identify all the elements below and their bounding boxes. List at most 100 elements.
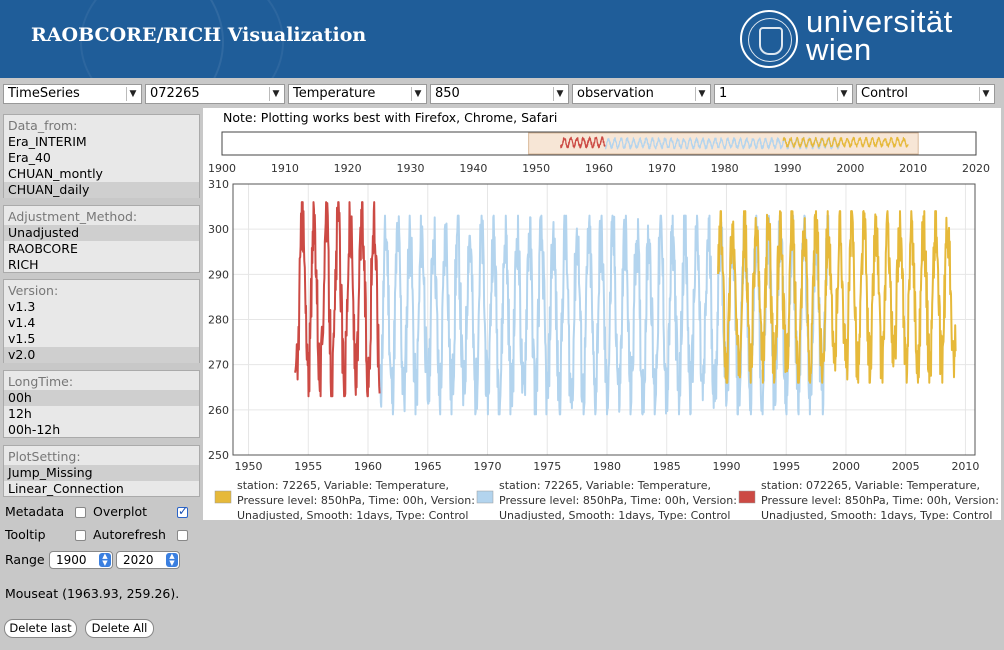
legend-entry: Unadjusted, Smooth: 1days, Type: Control xyxy=(237,509,468,520)
panel-title: Data_from: xyxy=(8,118,78,133)
overplot-checkbox[interactable] xyxy=(177,504,188,518)
x-tick-label: 1995 xyxy=(772,460,800,473)
pressure-level-select[interactable]: 850 ▼ xyxy=(430,84,569,104)
list-item-selected[interactable]: CHUAN_daily xyxy=(4,182,199,198)
y-tick-label: 280 xyxy=(208,314,229,327)
plot-type-value: TimeSeries xyxy=(8,86,80,101)
overview-tick-label: 2010 xyxy=(899,162,927,175)
chevron-down-icon: ▼ xyxy=(126,87,139,101)
list-item[interactable]: RICH xyxy=(8,257,39,272)
autorefresh-label: Autorefresh xyxy=(93,527,166,542)
delete-last-button[interactable]: Delete last xyxy=(4,619,77,638)
x-tick-label: 1970 xyxy=(474,460,502,473)
legend-entry: station: 72265, Variable: Temperature, xyxy=(499,479,711,492)
y-tick-label: 290 xyxy=(208,268,229,281)
updown-arrow-icon: ▲ ▼ xyxy=(99,553,111,567)
plot-setting-panel: PlotSetting: Jump_Missing Linear_Connect… xyxy=(3,445,200,497)
panel-title: Adjustment_Method: xyxy=(8,209,138,224)
legend-entry: Unadjusted, Smooth: 1days, Type: Control xyxy=(761,509,992,520)
list-item[interactable]: Era_40 xyxy=(8,150,51,165)
header-decoration-2 xyxy=(80,0,284,78)
overview-tick-label: 1960 xyxy=(585,162,613,175)
university-seal-icon xyxy=(740,10,798,68)
y-tick-label: 250 xyxy=(208,449,229,462)
x-tick-label: 1950 xyxy=(235,460,263,473)
legend-entry: Unadjusted, Smooth: 1days, Type: Control xyxy=(499,509,730,520)
range-to-select[interactable]: 2020 ▲ ▼ xyxy=(116,551,180,569)
list-item[interactable]: v1.3 xyxy=(8,299,36,314)
list-item-selected[interactable]: 00h xyxy=(4,390,199,406)
overview-tick-label: 1980 xyxy=(711,162,739,175)
page-title: RAOBCORE/RICH Visualization xyxy=(31,24,367,46)
chevron-down-icon: ▼ xyxy=(837,87,850,101)
chevron-down-icon: ▼ xyxy=(411,87,424,101)
y-tick-label: 260 xyxy=(208,404,229,417)
overview-tick-label: 1940 xyxy=(459,162,487,175)
y-tick-label: 300 xyxy=(208,223,229,236)
tooltip-label: Tooltip xyxy=(5,527,46,542)
x-tick-label: 2010 xyxy=(951,460,979,473)
overview-tick-label: 1950 xyxy=(522,162,550,175)
chevron-down-icon: ▼ xyxy=(695,87,708,101)
list-item[interactable]: v1.5 xyxy=(8,331,36,346)
list-item[interactable]: 12h xyxy=(8,406,32,421)
overview-tick-label: 1910 xyxy=(271,162,299,175)
mode-value: Control xyxy=(861,86,908,101)
type-select[interactable]: observation ▼ xyxy=(572,84,711,104)
logo-line-2: wien xyxy=(806,32,872,67)
list-item[interactable]: v1.4 xyxy=(8,315,36,330)
mouse-position-readout: Mouseat (1963.93, 259.26). xyxy=(5,586,180,601)
overview-tick-label: 1990 xyxy=(774,162,802,175)
overplot-option: Overplot xyxy=(93,503,147,521)
delete-all-button[interactable]: Delete All xyxy=(85,619,154,638)
range-from-select[interactable]: 1900 ▲ ▼ xyxy=(49,551,113,569)
overview-series-line xyxy=(782,136,909,148)
tooltip-option: Tooltip xyxy=(5,526,46,544)
chevron-down-icon: ▼ xyxy=(269,87,282,101)
plot-type-select[interactable]: TimeSeries ▼ xyxy=(3,84,142,104)
list-item[interactable]: RAOBCORE xyxy=(8,241,78,256)
variable-select[interactable]: Temperature ▼ xyxy=(288,84,427,104)
chevron-down-icon: ▼ xyxy=(553,87,566,101)
legend-swatch xyxy=(214,490,232,504)
variable-value: Temperature xyxy=(293,86,376,101)
list-item-selected[interactable]: Unadjusted xyxy=(4,225,199,241)
x-tick-label: 1980 xyxy=(593,460,621,473)
metadata-checkbox[interactable] xyxy=(75,507,86,518)
x-tick-label: 2000 xyxy=(832,460,860,473)
overview-tick-label: 1900 xyxy=(208,162,236,175)
overview-tick-label: 2020 xyxy=(962,162,990,175)
university-logo: universität wien xyxy=(806,4,953,67)
updown-arrow-icon: ▲ ▼ xyxy=(166,553,178,567)
logo-line-1: universität xyxy=(806,4,953,39)
data-from-panel: Data_from: Era_INTERIM Era_40 CHUAN_mont… xyxy=(3,114,200,198)
app-header: RAOBCORE/RICH Visualization universität … xyxy=(0,0,1004,78)
panel-title: Version: xyxy=(8,283,59,298)
overview-tick-label: 2000 xyxy=(836,162,864,175)
list-item-selected[interactable]: Jump_Missing xyxy=(4,465,199,481)
legend-swatch xyxy=(738,490,756,504)
metadata-option: Metadata xyxy=(5,503,64,521)
overview-series-line xyxy=(560,136,606,149)
panel-title: PlotSetting: xyxy=(8,449,81,464)
x-tick-label: 1965 xyxy=(414,460,442,473)
timeseries-chart[interactable]: 1900 1910 1920 1930 1940 1950 1960 1970 1980 1990… xyxy=(203,108,1001,520)
x-tick-label: 2005 xyxy=(892,460,920,473)
list-item[interactable]: Linear_Connection xyxy=(8,481,124,496)
autorefresh-checkbox[interactable] xyxy=(177,530,188,541)
tooltip-checkbox[interactable] xyxy=(75,530,86,541)
mode-select[interactable]: Control ▼ xyxy=(856,84,995,104)
list-item[interactable]: Era_INTERIM xyxy=(8,134,87,149)
list-item[interactable]: 00h-12h xyxy=(8,422,61,437)
overview-tick-label: 1920 xyxy=(334,162,362,175)
pressure-level-value: 850 xyxy=(435,86,460,101)
station-value: 072265 xyxy=(150,86,200,101)
list-item-selected[interactable]: v2.0 xyxy=(4,347,199,363)
adjustment-method-panel: Adjustment_Method: Unadjusted RAOBCORE R… xyxy=(3,205,200,273)
type-value: observation xyxy=(577,86,654,101)
chevron-down-icon: ▼ xyxy=(979,87,992,101)
list-item[interactable]: CHUAN_montly xyxy=(8,166,103,181)
station-select[interactable]: 072265 ▼ xyxy=(145,84,285,104)
legend-entry: Pressure level: 850hPa, Time: 00h, Versi… xyxy=(499,494,737,507)
smooth-select[interactable]: 1 ▼ xyxy=(714,84,853,104)
